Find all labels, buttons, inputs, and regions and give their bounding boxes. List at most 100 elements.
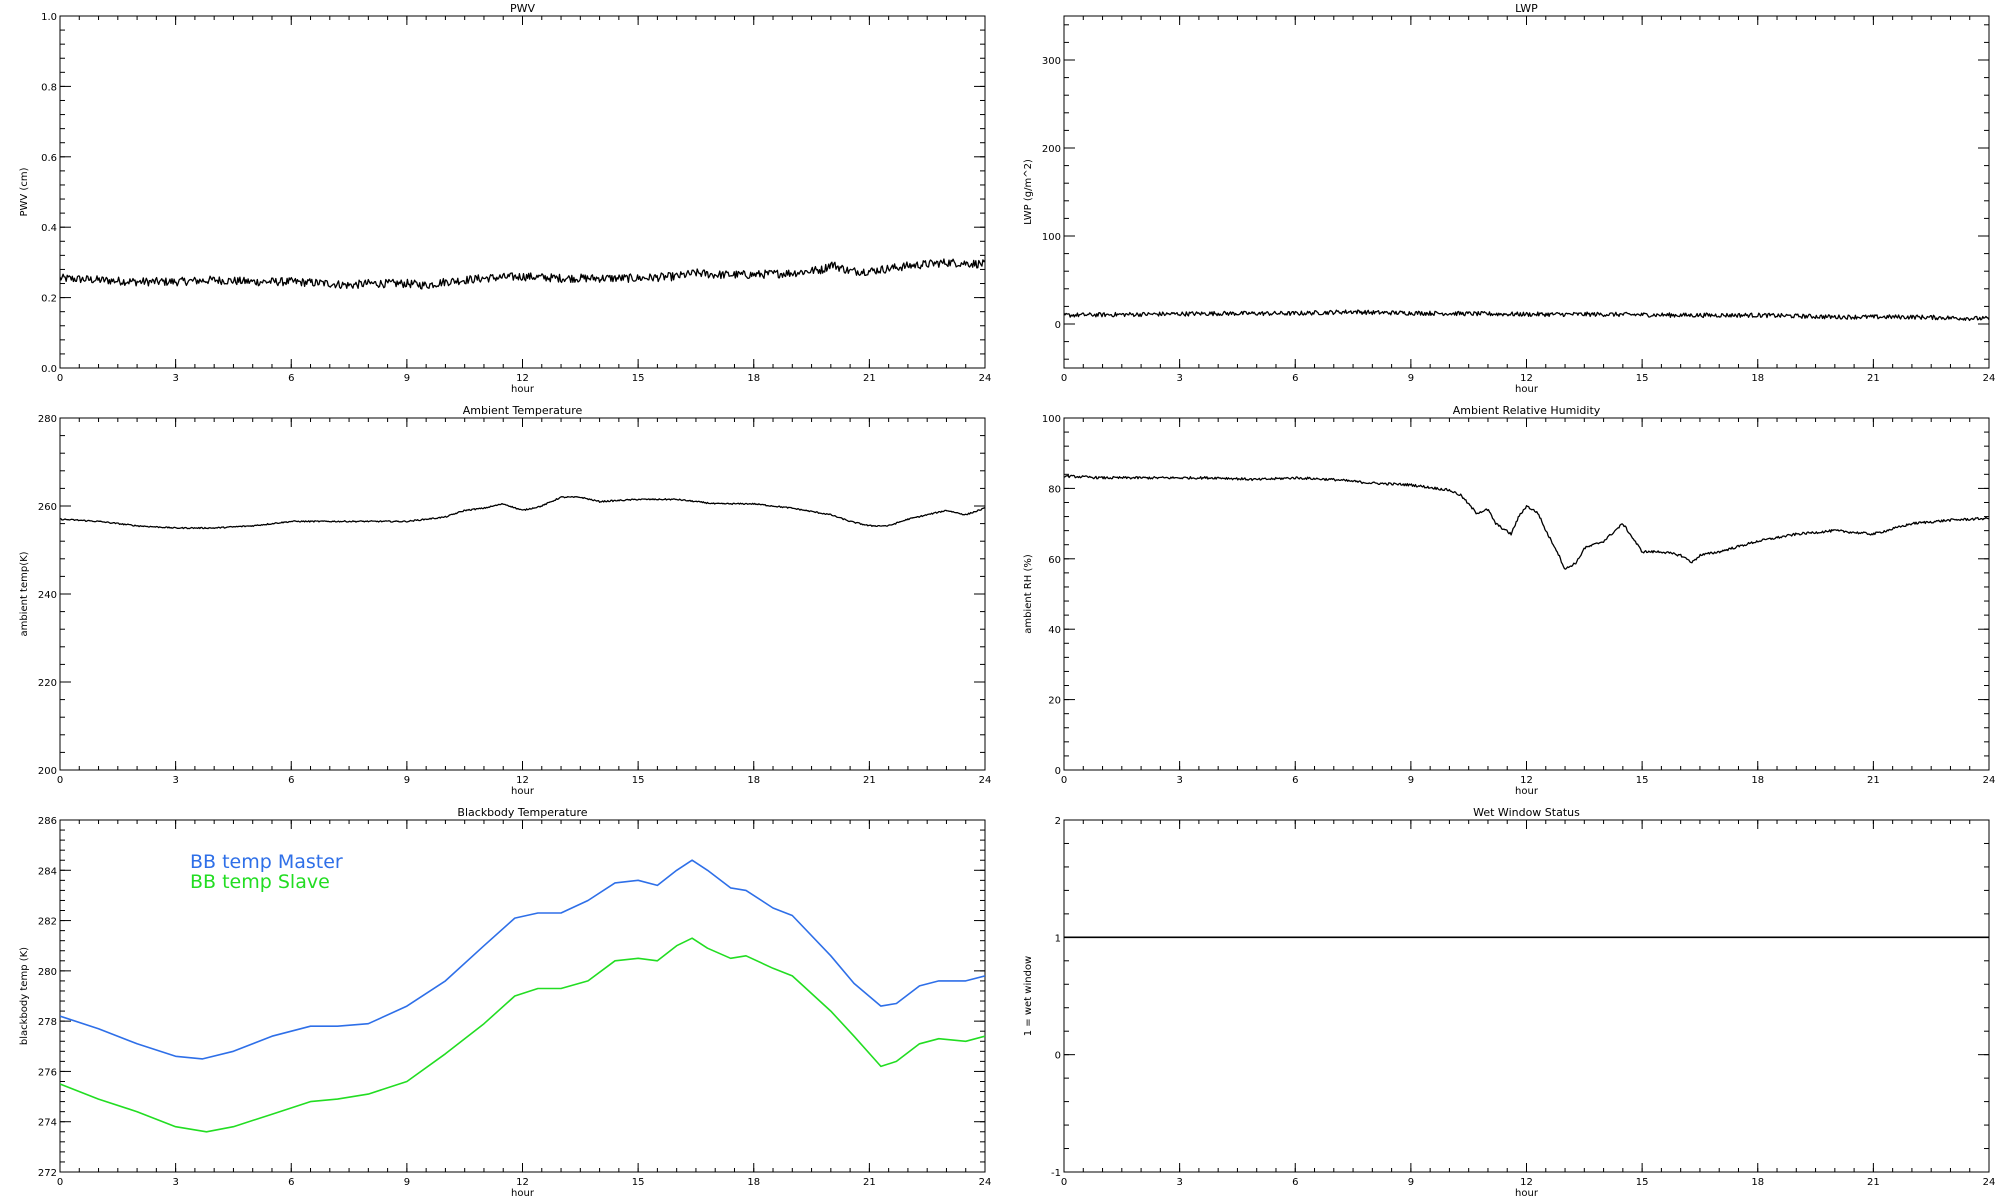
y-tick-label: 0 [1055, 320, 1061, 331]
chart-title: Ambient Relative Humidity [1453, 404, 1601, 417]
y-tick-label: 0.0 [41, 364, 57, 375]
x-tick-label: 24 [979, 373, 992, 384]
x-tick-label: 3 [172, 373, 178, 384]
x-tick-label: 3 [172, 1177, 178, 1188]
y-axis-label: LWP (g/m^2) [1023, 159, 1034, 225]
y-tick-label: 276 [38, 1067, 57, 1078]
x-tick-label: 21 [1867, 1177, 1880, 1188]
x-tick-label: 6 [1292, 1177, 1298, 1188]
plot-frame [1063, 819, 1990, 1173]
x-tick-label: 24 [1983, 775, 1996, 786]
y-axis-label: ambient temp(K) [19, 551, 30, 636]
x-tick-label: 18 [1751, 373, 1764, 384]
series-line [1064, 474, 1989, 570]
x-tick-label: 21 [863, 1177, 876, 1188]
x-tick-label: 24 [1983, 1177, 1996, 1188]
x-tick-label: 18 [747, 775, 760, 786]
x-tick-label: 12 [516, 373, 529, 384]
y-tick-label: 200 [38, 766, 57, 777]
y-tick-label: 0.8 [41, 82, 57, 93]
x-tick-label: 3 [1176, 1177, 1182, 1188]
x-tick-label: 9 [1408, 373, 1414, 384]
x-tick-label: 15 [632, 373, 645, 384]
x-tick-label: 12 [1520, 775, 1533, 786]
x-tick-label: 24 [979, 1177, 992, 1188]
plot-frame [59, 417, 986, 771]
y-tick-label: 240 [38, 590, 57, 601]
x-tick-label: 21 [863, 775, 876, 786]
x-tick-label: 12 [1520, 1177, 1533, 1188]
y-tick-label: 274 [38, 1118, 57, 1129]
y-tick-label: 0.2 [41, 294, 57, 305]
x-tick-label: 3 [1176, 775, 1182, 786]
x-tick-label: 21 [1867, 775, 1880, 786]
y-tick-label: 80 [1048, 484, 1061, 495]
y-tick-label: 0 [1055, 766, 1061, 777]
x-tick-label: 0 [57, 775, 63, 786]
chart-title: Wet Window Status [1473, 806, 1580, 819]
chart-title: PWV [510, 2, 536, 15]
x-axis-label: hour [1515, 1188, 1539, 1199]
series-line [60, 258, 985, 290]
x-axis-label: hour [511, 786, 535, 797]
legend-entry: BB temp Slave [190, 871, 330, 893]
chart-panel: Ambient Relative Humidity 0 3 6 9 12 15 18 21 24 h… [1023, 404, 1995, 797]
x-tick-label: 18 [1751, 775, 1764, 786]
x-tick-label: 6 [1292, 373, 1298, 384]
y-tick-label: 200 [1042, 144, 1061, 155]
chart-title: LWP [1515, 2, 1538, 15]
x-tick-label: 0 [57, 1177, 63, 1188]
chart-title: Ambient Temperature [463, 404, 583, 417]
y-tick-label: 220 [38, 678, 57, 689]
y-tick-label: 1 [1055, 933, 1061, 944]
x-tick-label: 18 [747, 373, 760, 384]
x-tick-label: 9 [404, 373, 410, 384]
y-tick-label: 278 [38, 1017, 57, 1028]
series-line [1064, 309, 1989, 322]
y-tick-label: 260 [38, 502, 57, 513]
x-tick-label: 6 [1292, 775, 1298, 786]
x-tick-label: 0 [1061, 1177, 1067, 1188]
y-tick-label: 100 [1042, 414, 1061, 425]
x-tick-label: 6 [288, 775, 294, 786]
plot-frame [1063, 15, 1990, 369]
x-tick-label: 15 [1636, 373, 1649, 384]
x-tick-label: 9 [404, 775, 410, 786]
chart-panel: Blackbody Temperature 0 3 6 9 12 15 18 21 24 hour 2… [19, 806, 991, 1199]
y-tick-label: 280 [38, 967, 57, 978]
series-line [60, 859, 985, 1060]
y-tick-label: 2 [1055, 816, 1061, 827]
x-tick-label: 6 [288, 1177, 294, 1188]
y-tick-label: -1 [1051, 1168, 1061, 1179]
plot-frame [1063, 417, 1990, 771]
y-tick-label: 0.6 [41, 153, 57, 164]
x-tick-label: 9 [1408, 775, 1414, 786]
y-tick-label: 280 [38, 414, 57, 425]
y-tick-label: 300 [1042, 56, 1061, 67]
x-tick-label: 15 [1636, 775, 1649, 786]
x-axis-label: hour [511, 1188, 535, 1199]
y-tick-label: 100 [1042, 232, 1061, 243]
y-tick-label: 0.4 [41, 223, 57, 234]
y-axis-label: blackbody temp (K) [19, 947, 30, 1045]
y-tick-label: 0 [1055, 1051, 1061, 1062]
x-tick-label: 0 [1061, 775, 1067, 786]
x-tick-label: 3 [172, 775, 178, 786]
x-axis-label: hour [511, 384, 535, 395]
x-axis-label: hour [1515, 786, 1539, 797]
x-tick-label: 21 [863, 373, 876, 384]
legend-entry: BB temp Master [190, 851, 343, 873]
x-tick-label: 15 [632, 775, 645, 786]
y-tick-label: 284 [38, 866, 57, 877]
x-tick-label: 12 [516, 775, 529, 786]
x-tick-label: 9 [404, 1177, 410, 1188]
x-tick-label: 24 [1983, 373, 1996, 384]
y-axis-label: ambient RH (%) [1023, 554, 1034, 634]
x-tick-label: 3 [1176, 373, 1182, 384]
x-axis-label: hour [1515, 384, 1539, 395]
x-tick-label: 12 [516, 1177, 529, 1188]
x-tick-label: 9 [1408, 1177, 1414, 1188]
y-tick-label: 60 [1048, 555, 1061, 566]
y-axis-label: PWV (cm) [19, 167, 30, 216]
y-tick-label: 20 [1048, 696, 1061, 707]
